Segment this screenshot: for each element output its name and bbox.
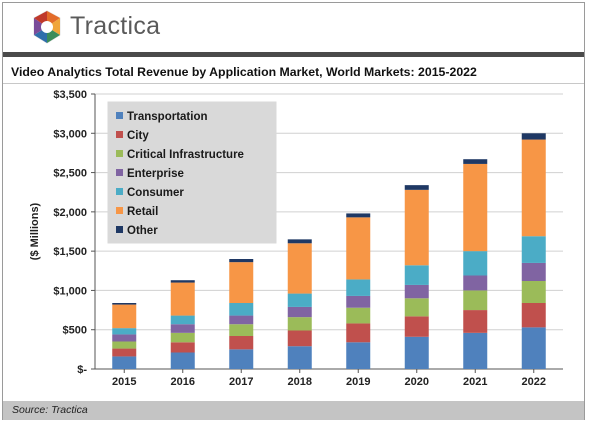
legend-label: City (127, 130, 149, 142)
bar-segment-critical-infrastructure (229, 324, 254, 336)
bar-segment-consumer (463, 251, 488, 276)
chart-title: Video Analytics Total Revenue by Applica… (11, 65, 477, 79)
x-tick-label: 2019 (346, 376, 370, 388)
bar-segment-consumer (521, 236, 546, 263)
x-tick-label: 2018 (288, 376, 312, 388)
bar-segment-enterprise (521, 262, 546, 281)
source-note: Source: Tractica (12, 404, 88, 416)
bar-segment-consumer (287, 293, 312, 307)
bar-segment-consumer (170, 315, 195, 325)
bar-segment-retail (463, 163, 488, 252)
bar-segment-city (404, 316, 429, 337)
y-tick-label: $2,500 (53, 168, 87, 180)
bar-segment-other (112, 303, 137, 305)
legend-label: Other (127, 225, 158, 237)
bar-segment-transportation (521, 327, 546, 369)
bar-segment-city (463, 310, 488, 333)
bar-segment-transportation (112, 356, 137, 369)
bar-segment-retail (112, 304, 137, 329)
bar-segment-enterprise (287, 306, 312, 318)
x-tick-label: 2016 (171, 376, 195, 388)
footer-bar (3, 401, 584, 420)
y-tick-label: $500 (63, 325, 87, 337)
bar-segment-city (346, 323, 371, 343)
stacked-bar-chart: $- $500 $1,000 $1,500 $2,000 $2,500 $3,000 $3,5… (29, 89, 563, 388)
header-rule (3, 52, 584, 57)
bar-segment-retail (170, 282, 195, 316)
y-axis-label: ($ Millions) (29, 202, 41, 260)
bar-segment-transportation (287, 346, 312, 369)
bar-segment-transportation (404, 336, 429, 369)
bar-segment-other (287, 239, 312, 244)
bar-segment-transportation (463, 332, 488, 369)
bar-segment-other (404, 185, 429, 190)
bar-segment-retail (287, 243, 312, 294)
legend-label: Retail (127, 206, 158, 218)
bar-segment-critical-infrastructure (463, 290, 488, 311)
bar-segment-enterprise (346, 295, 371, 308)
bar-segment-transportation (346, 342, 371, 369)
legend-label: Critical Infrastructure (127, 149, 244, 161)
tractica-logo-icon (33, 10, 61, 44)
legend-label: Consumer (127, 187, 184, 199)
x-tick-label: 2015 (112, 376, 136, 388)
bar-segment-consumer (229, 303, 254, 316)
bar-segment-retail (521, 139, 546, 237)
title-divider (3, 83, 584, 84)
legend-label: Enterprise (127, 168, 184, 180)
bar-segment-retail (346, 217, 371, 280)
y-tick-label: $3,500 (53, 89, 87, 101)
bar-segment-consumer (404, 265, 429, 285)
brand-name: Tractica (70, 12, 161, 40)
y-tick-label: $3,000 (53, 128, 87, 140)
bar-segment-critical-infrastructure (170, 332, 195, 343)
legend-swatch (116, 131, 123, 138)
bar-segment-city (229, 336, 254, 350)
bar-segment-other (463, 159, 488, 164)
legend-label: Transportation (127, 111, 208, 123)
x-tick-label: 2022 (522, 376, 546, 388)
legend-swatch (116, 112, 123, 119)
bar-segment-enterprise (112, 334, 137, 342)
bar-segment-enterprise (170, 324, 195, 333)
bar-segment-transportation (170, 352, 195, 369)
legend-swatch (116, 188, 123, 195)
legend-swatch (116, 150, 123, 157)
bar-segment-critical-infrastructure (112, 341, 137, 349)
legend-box (107, 101, 277, 244)
x-tick-label: 2017 (229, 376, 253, 388)
bar-segment-enterprise (404, 284, 429, 299)
bar-segment-critical-infrastructure (404, 298, 429, 317)
bar-segment-consumer (346, 279, 371, 296)
bar-segment-city (287, 330, 312, 347)
y-tick-label: $1,000 (53, 285, 87, 297)
bar-segment-enterprise (463, 275, 488, 291)
chart-frame: Tractica Video Analytics Total Revenue b… (2, 2, 585, 420)
bar-segment-critical-infrastructure (287, 317, 312, 331)
brand-header: Tractica (3, 3, 584, 52)
bar-segment-critical-infrastructure (346, 307, 371, 324)
bar-segment-consumer (112, 328, 137, 335)
bar-segment-retail (404, 189, 429, 266)
bar-segment-city (170, 342, 195, 353)
y-tick-label: $- (77, 364, 87, 376)
bar-segment-other (521, 133, 546, 140)
bar-segment-other (170, 280, 195, 283)
bar-segment-other (346, 213, 371, 218)
y-tick-label: $1,500 (53, 246, 87, 258)
bar-segment-enterprise (229, 315, 254, 325)
bar-segment-critical-infrastructure (521, 281, 546, 303)
bar-segment-transportation (229, 349, 254, 369)
bar-segment-other (229, 259, 254, 263)
bar-segment-city (521, 303, 546, 328)
legend-swatch (116, 169, 123, 176)
y-tick-label: $2,000 (53, 207, 87, 219)
bar-segment-retail (229, 262, 254, 303)
x-tick-label: 2020 (405, 376, 429, 388)
legend-swatch (116, 207, 123, 214)
legend-swatch (116, 226, 123, 233)
bar-segment-city (112, 348, 137, 357)
x-tick-label: 2021 (463, 376, 487, 388)
